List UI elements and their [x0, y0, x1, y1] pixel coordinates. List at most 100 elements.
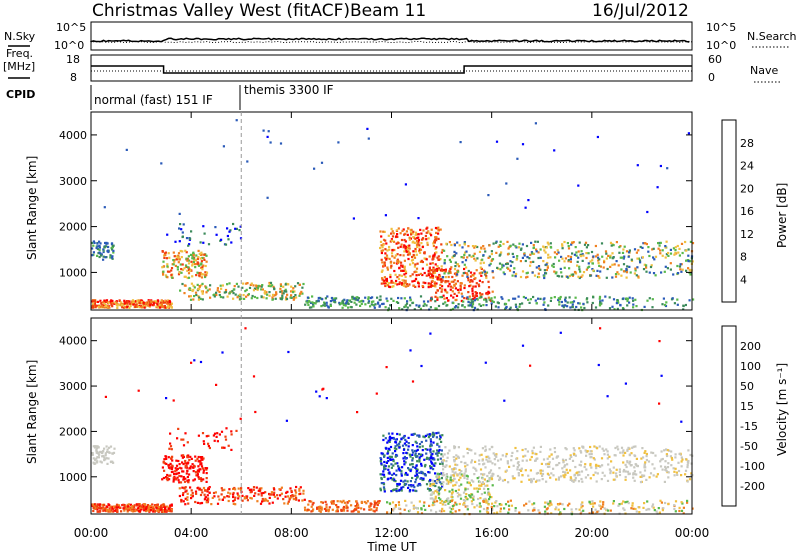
echo-cell — [181, 250, 184, 253]
echo-cell — [687, 260, 690, 263]
echo-cell — [494, 501, 497, 504]
echo-cell — [507, 504, 511, 507]
echo-cell — [538, 275, 541, 279]
echo-cell — [216, 440, 219, 443]
echo-cell — [188, 243, 191, 246]
echo-cell — [545, 263, 548, 266]
echo-cell — [426, 456, 429, 459]
echo-cell — [643, 464, 646, 467]
echo-cell — [490, 297, 493, 300]
echo-cell — [403, 455, 406, 459]
echo-cell — [618, 251, 621, 254]
echo-cell — [429, 451, 432, 454]
echo-cell — [220, 493, 223, 496]
echo-cell — [450, 294, 453, 297]
echo-cell — [190, 260, 193, 263]
echo-cell — [448, 506, 451, 509]
echo-cell — [454, 501, 457, 504]
echo-cell — [134, 305, 137, 308]
echo-cell — [311, 301, 314, 304]
echo-cell — [108, 446, 111, 449]
echo-cell — [416, 445, 419, 448]
echo-cell — [464, 251, 467, 254]
echo-cell — [104, 304, 107, 308]
echo-cell — [273, 488, 276, 491]
echo-cell — [431, 497, 434, 500]
echo-cell — [389, 273, 392, 276]
echo-cell — [144, 505, 147, 508]
echo-cell — [283, 290, 286, 293]
echo-cell — [433, 271, 437, 274]
echo-cell — [591, 259, 594, 262]
echo-cell — [617, 448, 620, 451]
echo-cell — [620, 268, 623, 271]
echo-cell — [527, 298, 530, 301]
echo-cell — [668, 449, 671, 452]
echo-cell — [466, 296, 469, 299]
echo-cell — [139, 508, 143, 511]
echo-cell — [687, 449, 690, 452]
echo-cell — [589, 477, 592, 480]
echo-cell — [427, 231, 430, 234]
echo-cell — [582, 509, 585, 512]
echo-cell — [643, 463, 646, 466]
echo-cell — [471, 274, 474, 277]
echo-cell — [580, 460, 583, 463]
echo-cell — [678, 452, 681, 455]
echo-cell — [493, 512, 496, 515]
echo-cell — [411, 280, 414, 283]
echo-cell — [526, 255, 529, 259]
echo-cell — [279, 142, 283, 145]
echo-cell — [405, 483, 408, 486]
echo-cell — [585, 268, 588, 271]
echo-cell — [244, 327, 247, 330]
echo-cell — [400, 243, 403, 246]
echo-cell — [477, 283, 480, 286]
echo-cell — [306, 296, 309, 299]
echo-cell — [423, 257, 426, 260]
echo-cell — [546, 465, 550, 468]
echo-cell — [569, 258, 572, 261]
echo-cell — [424, 448, 427, 451]
echo-cell — [608, 307, 612, 310]
echo-cell — [292, 498, 295, 501]
echo-cell — [104, 454, 107, 457]
echo-cell — [177, 459, 180, 463]
y-tick-label: 2000 — [59, 221, 87, 234]
echo-cell — [422, 435, 425, 438]
x-tick-label: 00:00 — [74, 526, 109, 540]
echo-cell — [468, 285, 471, 288]
echo-cell — [378, 500, 381, 503]
echo-cell — [559, 511, 562, 514]
echo-cell — [530, 241, 533, 244]
echo-cell — [155, 305, 158, 308]
echo-cell — [115, 303, 118, 306]
echo-cell — [435, 267, 438, 271]
echo-cell — [182, 438, 185, 441]
echo-cell — [161, 478, 164, 481]
echo-cell — [400, 487, 403, 490]
echo-cell — [690, 472, 693, 475]
echo-cell — [432, 457, 435, 460]
echo-cell — [458, 502, 461, 506]
echo-cell — [222, 296, 225, 299]
echo-cell — [187, 276, 191, 279]
echo-cell — [460, 470, 463, 473]
echo-cell — [676, 473, 679, 476]
echo-cell — [310, 505, 313, 508]
echo-cell — [454, 483, 457, 487]
echo-cell — [524, 259, 527, 263]
echo-cell — [506, 460, 509, 463]
echo-cell — [170, 457, 173, 460]
echo-cell — [498, 262, 502, 265]
echo-cell — [443, 262, 446, 265]
echo-cell — [506, 262, 509, 265]
echo-cell — [584, 476, 587, 479]
echo-cell — [450, 243, 453, 247]
echo-cell — [474, 285, 477, 288]
echo-cell — [472, 297, 475, 300]
echo-cell — [409, 455, 412, 458]
nave-tick-hi: 60 — [708, 53, 722, 66]
echo-cell — [275, 292, 278, 295]
echo-cell — [357, 504, 360, 507]
